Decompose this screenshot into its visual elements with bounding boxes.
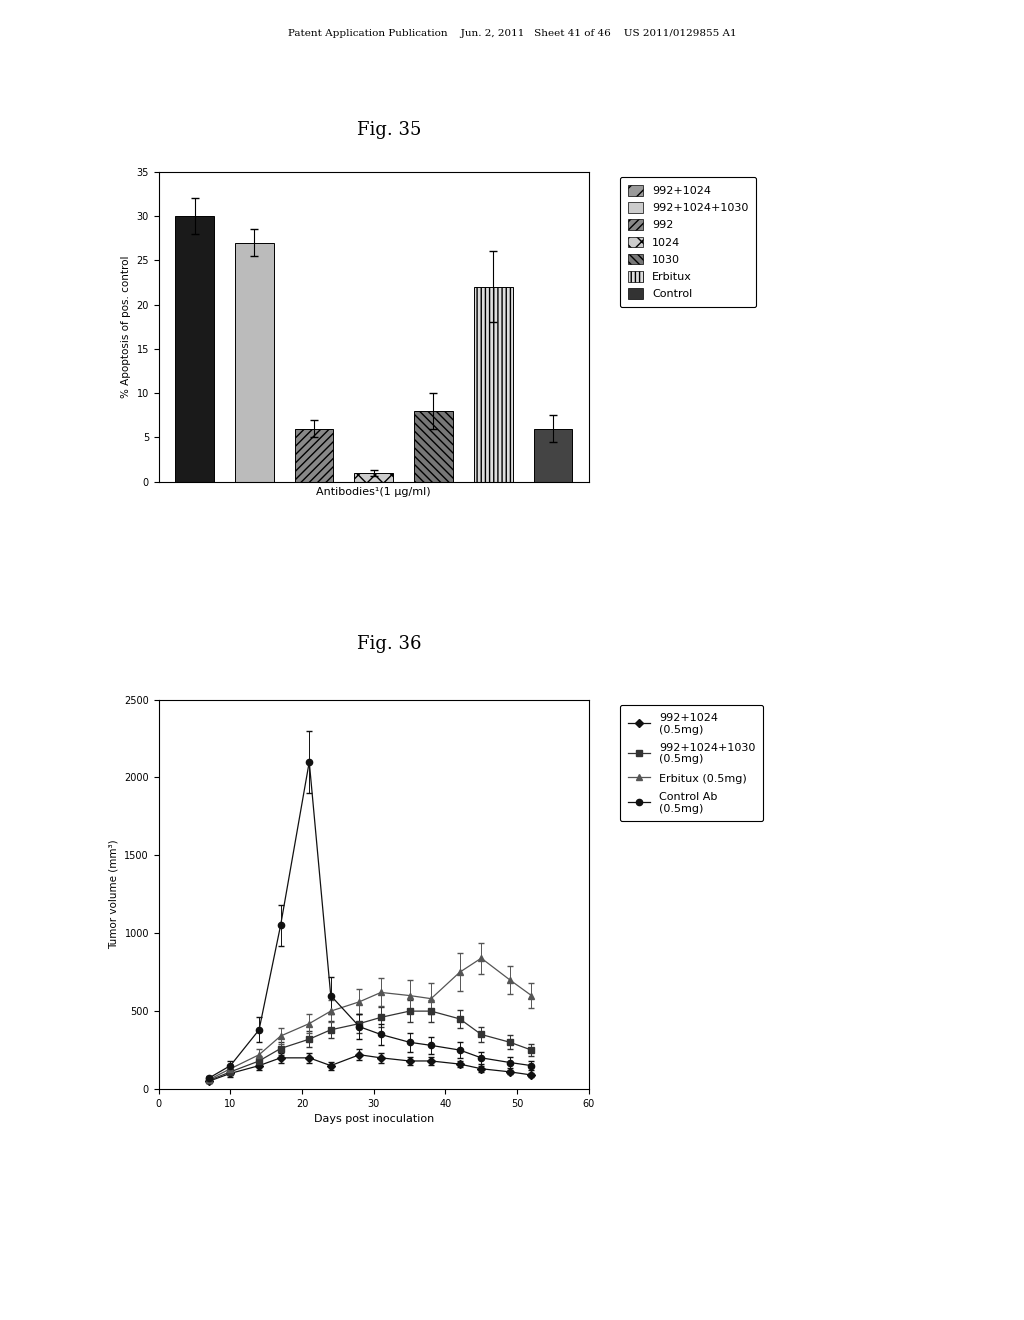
Text: Patent Application Publication    Jun. 2, 2011   Sheet 41 of 46    US 2011/01298: Patent Application Publication Jun. 2, 2… (288, 29, 736, 38)
Text: Fig. 36: Fig. 36 (357, 635, 421, 653)
Y-axis label: % Apoptosis of pos. control: % Apoptosis of pos. control (121, 256, 131, 397)
Bar (474, 286, 513, 482)
Bar (534, 429, 572, 482)
Bar (414, 411, 453, 482)
X-axis label: Days post inoculation: Days post inoculation (313, 1114, 434, 1125)
X-axis label: Antibodies¹(1 μg/ml): Antibodies¹(1 μg/ml) (316, 487, 431, 498)
Y-axis label: Tumor volume (mm³): Tumor volume (mm³) (109, 840, 119, 949)
Legend: 992+1024
(0.5mg), 992+1024+1030
(0.5mg), Erbitux (0.5mg), Control Ab
(0.5mg): 992+1024 (0.5mg), 992+1024+1030 (0.5mg),… (620, 705, 763, 821)
Bar (295, 429, 334, 482)
Text: Fig. 35: Fig. 35 (357, 120, 421, 139)
Bar (354, 473, 393, 482)
Legend: 992+1024, 992+1024+1030, 992, 1024, 1030, Erbitux, Control: 992+1024, 992+1024+1030, 992, 1024, 1030… (620, 177, 757, 308)
Bar (175, 216, 214, 482)
Bar (234, 243, 273, 482)
